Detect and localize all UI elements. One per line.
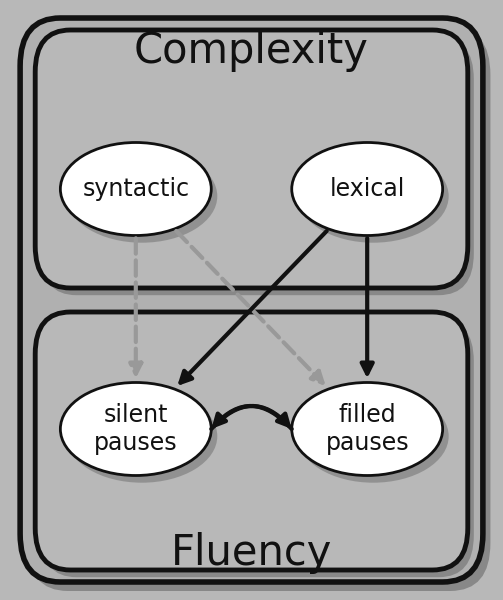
Text: Complexity: Complexity [134, 30, 369, 72]
FancyArrowPatch shape [181, 231, 327, 383]
FancyArrowPatch shape [130, 238, 141, 374]
FancyBboxPatch shape [35, 30, 468, 288]
Text: Fluency: Fluency [171, 532, 332, 574]
FancyArrowPatch shape [214, 406, 292, 429]
Text: silent
pauses: silent pauses [94, 403, 178, 455]
Ellipse shape [292, 142, 443, 235]
Ellipse shape [60, 142, 211, 235]
FancyArrowPatch shape [176, 231, 322, 383]
FancyArrowPatch shape [211, 406, 289, 429]
FancyBboxPatch shape [41, 37, 474, 295]
Ellipse shape [66, 149, 217, 242]
Text: syntactic: syntactic [82, 177, 189, 201]
Ellipse shape [292, 383, 443, 475]
FancyBboxPatch shape [41, 319, 474, 577]
Ellipse shape [60, 383, 211, 475]
Ellipse shape [66, 390, 217, 482]
Text: filled
pauses: filled pauses [325, 403, 409, 455]
Ellipse shape [298, 390, 449, 482]
Text: lexical: lexical [329, 177, 405, 201]
FancyBboxPatch shape [35, 312, 468, 570]
FancyArrowPatch shape [362, 238, 373, 374]
Ellipse shape [298, 149, 449, 242]
FancyBboxPatch shape [28, 27, 490, 591]
FancyBboxPatch shape [20, 18, 483, 582]
